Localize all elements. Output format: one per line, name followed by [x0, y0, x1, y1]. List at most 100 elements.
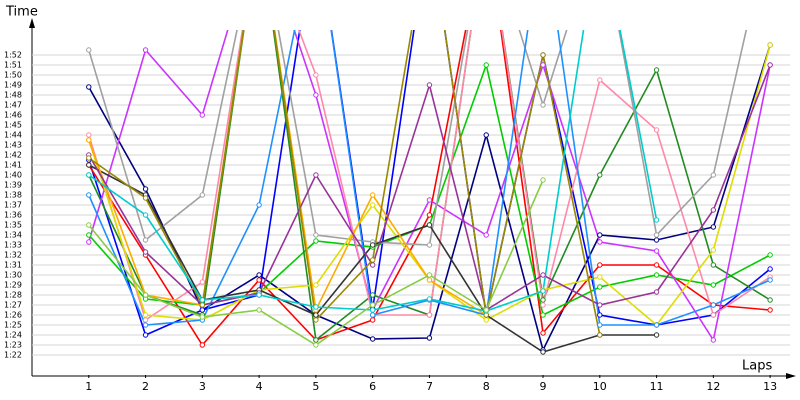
- data-point: [256, 202, 262, 208]
- data-point: [142, 312, 149, 318]
- data-point: [710, 224, 717, 230]
- data-point: [767, 277, 773, 283]
- data-point: [256, 292, 262, 298]
- x-tick-label: 1: [85, 380, 92, 393]
- data-point: [369, 307, 376, 313]
- data-point: [199, 192, 206, 198]
- data-point: [767, 297, 773, 303]
- data-point: [653, 232, 660, 238]
- data-point: [653, 217, 660, 223]
- data-point: [653, 289, 660, 295]
- data-point: [483, 232, 489, 238]
- x-tick-label: 13: [763, 380, 777, 393]
- x-tick-label: 4: [256, 380, 263, 393]
- data-point: [653, 67, 660, 73]
- data-point: [256, 277, 262, 283]
- data-point: [426, 272, 433, 278]
- data-point: [199, 279, 206, 285]
- data-point: [369, 336, 376, 342]
- data-point: [313, 312, 319, 318]
- y-tick-label: 1:48: [4, 91, 22, 100]
- data-point: [540, 62, 546, 68]
- data-point: [653, 127, 660, 133]
- data-point: [710, 262, 717, 268]
- data-point: [597, 332, 603, 338]
- series-line: [88, 30, 771, 347]
- data-point: [426, 222, 433, 228]
- data-point: [597, 284, 603, 290]
- y-tick-label: 1:29: [4, 281, 22, 290]
- data-point: [653, 272, 660, 278]
- data-point: [597, 322, 603, 328]
- x-tick-label: 5: [312, 380, 319, 393]
- data-point: [313, 92, 319, 98]
- x-tick-label: 2: [142, 380, 149, 393]
- series-line: [88, 30, 748, 246]
- data-point: [426, 312, 433, 318]
- x-tick-label: 3: [199, 380, 206, 393]
- data-point: [313, 232, 319, 238]
- data-point: [199, 112, 206, 118]
- data-point: [426, 197, 433, 203]
- x-tick-label: 11: [650, 380, 664, 393]
- data-point: [767, 307, 773, 313]
- data-point: [597, 262, 603, 268]
- y-tick-label: 1:40: [4, 171, 22, 180]
- data-point: [313, 172, 319, 178]
- data-point: [369, 302, 376, 308]
- y-tick-label: 1:30: [4, 271, 22, 280]
- data-point: [710, 282, 717, 288]
- y-tick-label: 1:50: [4, 71, 22, 80]
- y-tick-label: 1:32: [4, 251, 22, 260]
- data-point: [710, 302, 717, 308]
- data-point: [369, 262, 376, 268]
- data-point: [86, 222, 92, 228]
- data-point: [426, 277, 433, 283]
- data-point: [86, 132, 92, 138]
- data-point: [540, 302, 546, 308]
- y-tick-label: 1:27: [4, 301, 22, 310]
- x-tick-label: 6: [369, 380, 376, 393]
- y-axis-arrow: [29, 18, 35, 28]
- data-point: [426, 242, 433, 248]
- data-point: [313, 337, 319, 343]
- data-point: [426, 335, 433, 341]
- data-point: [540, 297, 546, 303]
- data-point: [369, 242, 376, 248]
- data-point: [86, 172, 92, 178]
- data-point: [597, 274, 603, 280]
- data-point: [142, 292, 149, 298]
- data-point: [142, 47, 149, 53]
- y-tick-label: 1:42: [4, 151, 22, 160]
- data-point: [313, 317, 319, 323]
- series-line: [88, 30, 771, 322]
- x-axis-arrow: [786, 373, 796, 379]
- data-point: [540, 272, 546, 278]
- y-tick-label: 1:24: [4, 331, 22, 340]
- y-tick-label: 1:47: [4, 101, 22, 110]
- data-point: [653, 248, 660, 254]
- y-tick-label: 1:52: [4, 51, 22, 60]
- data-point: [597, 239, 603, 245]
- data-point: [313, 282, 319, 288]
- data-point: [369, 192, 376, 198]
- data-point: [142, 322, 149, 328]
- y-tick-label: 1:28: [4, 291, 22, 300]
- y-tick-label: 1:51: [4, 61, 22, 70]
- data-point: [597, 232, 603, 238]
- data-point: [540, 349, 546, 355]
- data-point: [86, 162, 92, 168]
- y-tick-label: 1:25: [4, 321, 22, 330]
- y-tick-label: 1:36: [4, 211, 22, 220]
- data-point: [313, 304, 319, 310]
- y-tick-label: 1:33: [4, 241, 22, 250]
- data-point: [710, 312, 717, 318]
- data-point: [653, 332, 660, 338]
- data-point: [142, 317, 149, 323]
- y-tick-label: 1:35: [4, 221, 22, 230]
- y-tick-label: 1:41: [4, 161, 22, 170]
- data-point: [597, 302, 603, 308]
- data-point: [313, 342, 319, 348]
- data-point: [142, 186, 149, 192]
